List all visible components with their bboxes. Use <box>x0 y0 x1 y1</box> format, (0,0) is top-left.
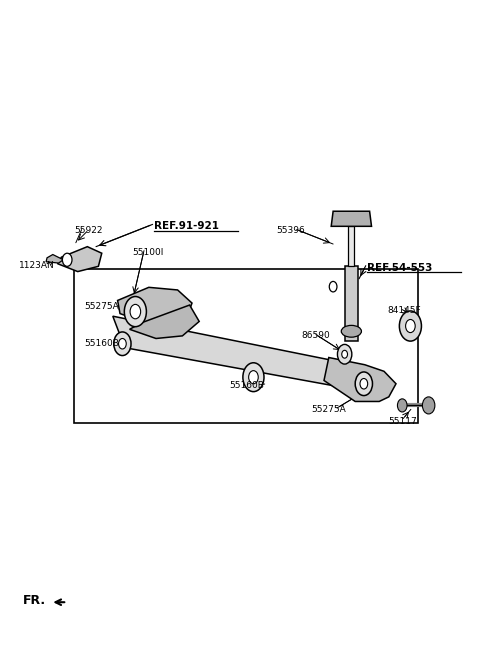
Text: 55160B: 55160B <box>84 339 119 348</box>
Circle shape <box>399 311 421 341</box>
Circle shape <box>124 297 146 327</box>
Polygon shape <box>118 287 192 324</box>
Text: 55275A: 55275A <box>84 302 119 311</box>
Bar <box>345 266 358 341</box>
Text: 1123AN: 1123AN <box>19 261 55 270</box>
Polygon shape <box>113 316 377 394</box>
Circle shape <box>360 379 368 389</box>
Bar <box>74 269 418 423</box>
Circle shape <box>355 372 372 396</box>
Text: 84145F: 84145F <box>388 306 421 315</box>
Bar <box>348 226 354 266</box>
Text: 55160B: 55160B <box>229 381 264 390</box>
Text: 55922: 55922 <box>74 226 103 236</box>
Text: 86590: 86590 <box>301 331 330 340</box>
Text: 55100I: 55100I <box>132 248 163 257</box>
Text: 55275A: 55275A <box>311 405 346 415</box>
Circle shape <box>337 344 352 364</box>
Text: 55396: 55396 <box>276 226 305 236</box>
Circle shape <box>422 397 435 414</box>
Circle shape <box>249 371 258 384</box>
Polygon shape <box>46 255 63 263</box>
Ellipse shape <box>341 325 361 337</box>
Polygon shape <box>331 211 372 226</box>
Text: 55117: 55117 <box>388 417 417 426</box>
Circle shape <box>130 304 141 319</box>
Text: REF.54-553: REF.54-553 <box>367 262 432 273</box>
Polygon shape <box>130 305 199 338</box>
Circle shape <box>406 319 415 333</box>
Circle shape <box>342 350 348 358</box>
Text: FR.: FR. <box>23 594 46 607</box>
Circle shape <box>329 281 337 292</box>
Circle shape <box>62 253 72 266</box>
Text: REF.91-921: REF.91-921 <box>154 221 218 232</box>
Circle shape <box>119 338 126 349</box>
Circle shape <box>114 332 131 356</box>
Circle shape <box>243 363 264 392</box>
Circle shape <box>397 399 407 412</box>
Polygon shape <box>58 247 102 272</box>
Polygon shape <box>324 358 396 401</box>
